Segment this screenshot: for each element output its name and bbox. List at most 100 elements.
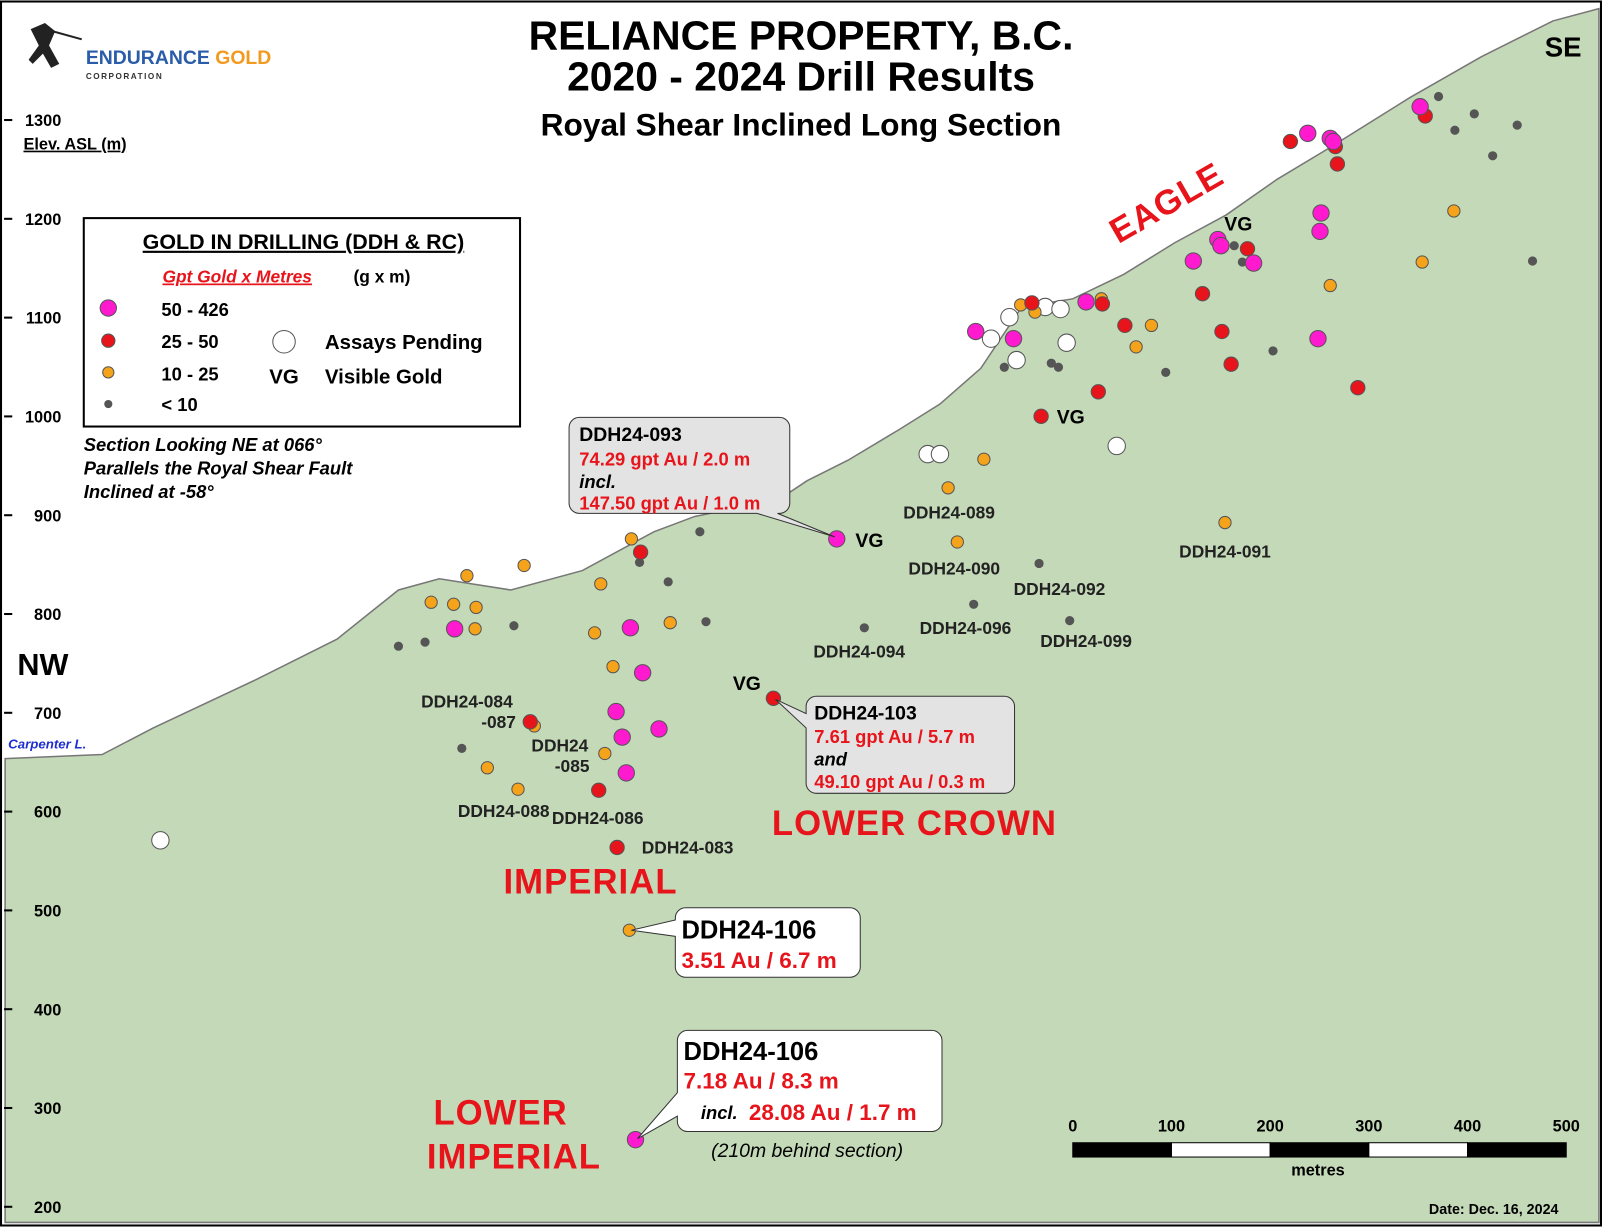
logo-name: ENDURANCE GOLD [86, 47, 271, 69]
drill-dot [587, 626, 602, 640]
drill-dot [607, 702, 625, 721]
elevation-axis: 1300 1200 1100 1000 900 800 700 600 500 400 300 200 [4, 112, 61, 1217]
drill-dot [1469, 109, 1479, 119]
drill-dot [1447, 204, 1461, 218]
drill-dot [1218, 515, 1232, 530]
drill-dot [468, 622, 482, 636]
drill-dot [765, 690, 782, 706]
drill-dot [1527, 256, 1538, 266]
zone-label: IMPERIAL [427, 1138, 601, 1176]
drill-dot [1244, 254, 1263, 272]
drill-dot [151, 831, 170, 850]
drill-dot [650, 720, 668, 738]
drill-dot [624, 532, 639, 546]
drill-dot [1309, 329, 1327, 348]
hole-label: -085 [555, 756, 590, 776]
terrain [4, 7, 1600, 1224]
scale-segment [1368, 1142, 1469, 1158]
axis-tick-label: 400 [34, 1001, 61, 1019]
legend: GOLD IN DRILLING (DDH & RC) Gpt Gold x M… [82, 217, 522, 428]
drill-dot [460, 569, 474, 583]
logo-line [44, 28, 83, 41]
scale-segment [1467, 1142, 1567, 1158]
section-note: Parallels the Royal Shear Fault [84, 458, 353, 479]
scale-segment [1072, 1142, 1172, 1158]
axis-tick-label: 800 [34, 606, 61, 624]
axis-tick-label: 1300 [25, 112, 61, 130]
drill-intercepts [151, 91, 1538, 1149]
drill-dot [1268, 346, 1278, 356]
axis-tick-label: 900 [34, 507, 61, 525]
drill-dot [1323, 278, 1337, 293]
section-note: Section Looking NE at 066° [84, 434, 323, 455]
callout: DDH24-103 7.61 gpt Au / 5.7 m and 49.10 … [775, 695, 1016, 794]
drill-dot [1107, 436, 1126, 456]
drill-dot [969, 599, 979, 609]
drill-dot [1129, 340, 1143, 354]
drill-dot [1329, 156, 1346, 172]
axis-tick-label: 700 [34, 705, 61, 723]
logo: ENDURANCE GOLD CORPORATION [28, 22, 271, 81]
drill-dot [663, 577, 673, 587]
legend-unit: (g x m) [354, 266, 411, 286]
drill-dot [606, 659, 620, 674]
callout: DDH24-106 7.18 Au / 8.3 m incl. 28.08 Au… [637, 1029, 943, 1140]
zone-label: IMPERIAL [504, 863, 678, 901]
drill-dot [446, 597, 461, 611]
drill-dot [457, 743, 467, 753]
axis-tick-label: 600 [34, 804, 61, 822]
legend-label: 50 - 426 [161, 299, 228, 320]
drill-dot [509, 621, 519, 631]
drill-dot [633, 664, 652, 682]
drill-dot [1350, 380, 1366, 396]
drill-dot [1299, 124, 1317, 142]
scale-segment [1170, 1142, 1271, 1158]
callout-box [568, 416, 835, 538]
section-note: Inclined at -58° [84, 481, 215, 502]
direction: SE [1545, 32, 1582, 63]
drill-dot [967, 322, 985, 341]
drill-dot [598, 746, 612, 761]
logo-sub: CORPORATION [86, 72, 163, 81]
legend-symbol [102, 366, 115, 379]
drill-dot [1311, 222, 1329, 241]
callout: DDH24-093 74.29 gpt Au / 2.0 m incl. 147… [568, 416, 835, 538]
drill-dot [859, 623, 869, 633]
drill-dot [1161, 367, 1171, 377]
scale-tick-label: 400 [1454, 1117, 1481, 1135]
scale-segment [1269, 1142, 1370, 1158]
drill-dot [517, 558, 531, 573]
drill-dot [1415, 255, 1429, 269]
drill-dot [393, 641, 404, 651]
callout-line: and [814, 749, 847, 770]
drill-dot [445, 620, 464, 638]
drill-dot [621, 619, 640, 637]
legend-label: < 10 [161, 394, 197, 415]
callout-hole: DDH24-093 [579, 424, 682, 446]
drill-dot [1324, 132, 1342, 151]
axis-tick-label: 200 [34, 1199, 61, 1217]
drill-dot [1033, 408, 1049, 424]
axis-tick-label: 1000 [25, 409, 61, 427]
drill-dot [1312, 204, 1330, 222]
drill-dot [663, 616, 677, 630]
callout-line: 7.61 gpt Au / 5.7 m [814, 726, 975, 747]
hole-label: DDH24-096 [920, 618, 1012, 638]
axis-tick-label: 300 [34, 1100, 61, 1118]
drill-dot [511, 782, 525, 796]
legend-label: 25 - 50 [161, 331, 218, 352]
callout-line: 28.08 Au / 1.7 m [749, 1100, 917, 1125]
direction: NW [17, 648, 68, 682]
drill-dot [1034, 558, 1044, 569]
zone-label: LOWER [433, 1094, 567, 1132]
vg-label: VG [733, 673, 761, 695]
drill-dot [999, 362, 1009, 372]
scale-unit: metres [1291, 1161, 1345, 1179]
drill-dot [1433, 91, 1444, 102]
drill-dot [617, 764, 635, 782]
scale-tick-label: 200 [1257, 1117, 1284, 1135]
drill-dot [424, 595, 438, 609]
callout-line: 147.50 gpt Au / 1.0 m [579, 492, 760, 513]
legend-symbol [101, 333, 116, 348]
vg-label: VG [1057, 406, 1085, 428]
